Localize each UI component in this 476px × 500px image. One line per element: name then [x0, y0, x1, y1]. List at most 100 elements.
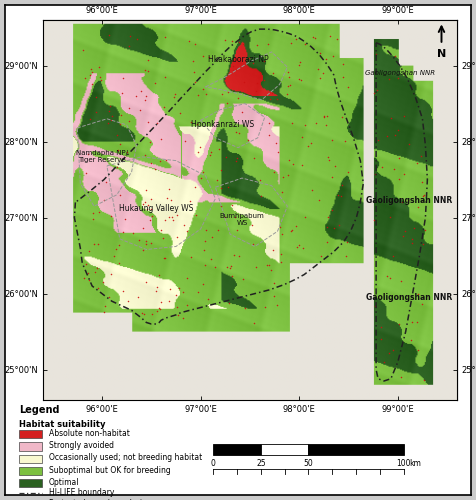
Point — [408, 318, 416, 326]
Point — [147, 196, 155, 203]
Point — [295, 74, 302, 82]
Point — [119, 228, 126, 235]
Point — [395, 176, 403, 184]
Text: Occasionally used; not breeding habitat: Occasionally used; not breeding habitat — [49, 454, 202, 462]
Point — [89, 215, 97, 223]
Point — [234, 94, 241, 102]
Point — [414, 158, 421, 166]
Point — [118, 89, 126, 97]
Point — [414, 290, 422, 298]
Text: Optimal: Optimal — [49, 478, 79, 487]
Point — [225, 299, 232, 307]
Point — [169, 216, 177, 224]
Point — [298, 160, 306, 168]
Point — [160, 254, 168, 262]
Point — [80, 274, 88, 282]
Point — [133, 36, 140, 44]
Point — [390, 164, 398, 172]
Point — [121, 215, 129, 223]
Point — [421, 226, 429, 234]
Point — [256, 68, 263, 76]
Point — [109, 112, 116, 120]
Point — [197, 174, 205, 182]
Point — [317, 50, 324, 58]
Point — [307, 138, 314, 146]
Point — [202, 90, 210, 98]
Point — [161, 74, 169, 82]
Text: Gaoligongshan NNR: Gaoligongshan NNR — [366, 293, 453, 302]
Point — [116, 260, 123, 268]
Point — [183, 274, 190, 282]
Point — [195, 148, 202, 156]
Point — [159, 234, 167, 242]
Point — [311, 34, 318, 42]
Point — [288, 119, 296, 127]
Point — [148, 159, 155, 167]
Point — [293, 222, 300, 230]
Point — [228, 37, 236, 45]
Point — [224, 88, 232, 96]
Point — [202, 226, 209, 234]
Point — [328, 173, 336, 181]
Point — [249, 60, 257, 68]
Point — [174, 310, 182, 318]
Point — [96, 62, 103, 70]
Point — [135, 293, 142, 301]
Point — [398, 198, 406, 206]
Point — [323, 224, 331, 232]
Point — [217, 184, 225, 192]
Point — [86, 71, 93, 79]
Point — [324, 238, 331, 246]
Point — [419, 240, 427, 248]
Point — [171, 90, 179, 98]
Point — [151, 79, 159, 87]
Point — [262, 303, 269, 311]
Point — [157, 298, 165, 306]
Point — [185, 37, 193, 45]
Point — [239, 275, 247, 283]
Point — [254, 79, 261, 87]
Point — [139, 224, 147, 232]
Point — [293, 242, 301, 250]
FancyBboxPatch shape — [20, 442, 42, 450]
Point — [333, 35, 341, 43]
Point — [141, 66, 149, 74]
Point — [83, 170, 90, 177]
Point — [170, 92, 178, 100]
Point — [269, 246, 277, 254]
Point — [164, 194, 171, 202]
Point — [285, 73, 293, 81]
Point — [176, 108, 184, 116]
Point — [132, 92, 140, 100]
Point — [92, 94, 99, 102]
Point — [194, 91, 201, 99]
Point — [207, 151, 214, 159]
Point — [91, 268, 99, 276]
Point — [165, 186, 173, 194]
Text: Gaoligongshan NNR: Gaoligongshan NNR — [365, 70, 436, 76]
Point — [397, 373, 405, 381]
Point — [181, 138, 189, 145]
Point — [252, 264, 260, 272]
Point — [125, 297, 132, 305]
Point — [325, 156, 333, 164]
Point — [324, 153, 332, 161]
Point — [385, 348, 393, 356]
Point — [414, 346, 422, 354]
Point — [200, 246, 208, 254]
Point — [253, 41, 260, 49]
Point — [419, 192, 427, 200]
Point — [146, 216, 153, 224]
Point — [301, 214, 309, 222]
Point — [308, 186, 316, 194]
Point — [161, 34, 169, 42]
Point — [391, 131, 398, 139]
Text: Legend: Legend — [20, 406, 60, 415]
Point — [270, 279, 278, 287]
Point — [211, 264, 219, 272]
Point — [339, 72, 347, 80]
Point — [218, 202, 225, 210]
Point — [82, 260, 90, 268]
Point — [125, 117, 133, 125]
Point — [285, 68, 292, 76]
